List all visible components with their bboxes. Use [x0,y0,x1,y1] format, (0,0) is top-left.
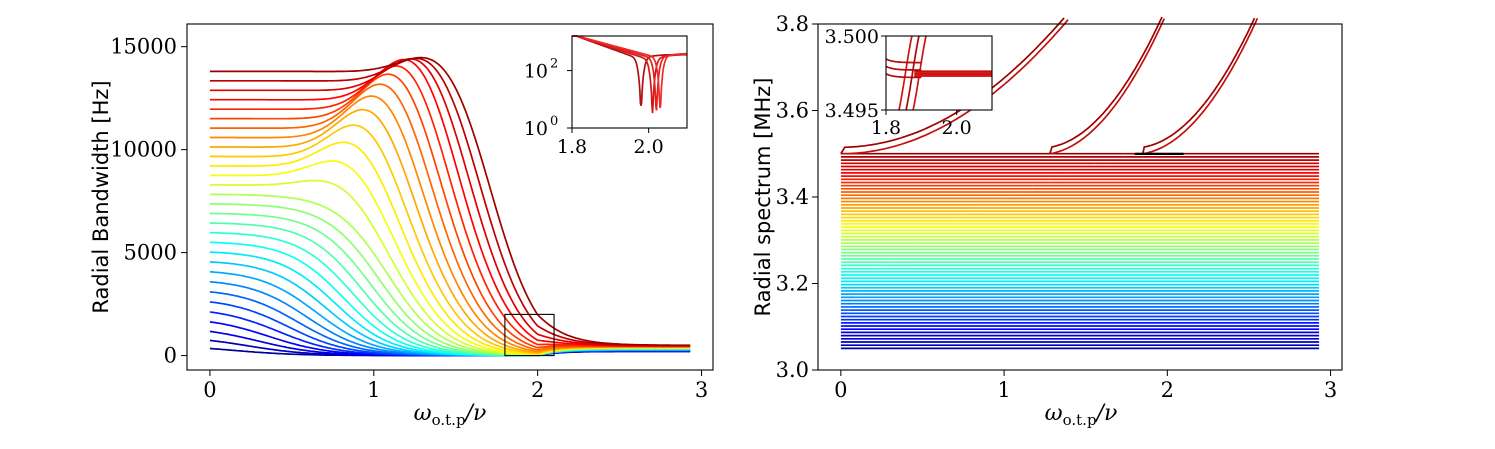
left-xtick-label: 1 [367,378,380,402]
right-rising-branch [1141,17,1256,154]
right-ticks: 0 1 2 3 3.0 3.2 3.4 3.6 3.8 [776,12,1338,402]
left-inset-ytick-exponent: 2 [550,57,558,72]
left-panel: 0 1 2 3 0 5000 10000 15000 Radial Bandwidth [Hz… [89,23,714,429]
left-series-line [209,212,691,357]
left-series-line [209,241,691,357]
right-inset-xtick-label: 1.8 [871,117,901,139]
right-rising-branch [1048,16,1163,154]
right-inset-hook-line [885,72,922,79]
left-inset-series-line [572,35,688,109]
right-ytick-label: 3.0 [776,358,809,382]
right-rising-branch [840,17,1065,155]
left-xlabel: ωo.t.p/ν [414,401,487,429]
right-ytick-label: 3.6 [776,99,809,123]
left-zoom-box [504,313,555,357]
left-ytick-label: 0 [164,344,177,368]
right-inset-vertical-line [912,35,927,111]
left-curves [209,56,691,357]
right-ytick-label: 3.2 [776,272,809,296]
right-rising-branch [840,19,1069,155]
left-xtick-label: 0 [203,378,216,402]
right-inset-hook-line [885,65,922,71]
left-series-line [209,231,691,357]
right-curves [840,16,1320,350]
left-ytick-label: 10000 [110,138,177,162]
left-series-line [209,160,691,356]
left-inset-ytick-label: 10 [524,118,548,140]
right-inset-hook-line [885,58,922,64]
right-inset-xtick-label: 2.0 [942,117,972,139]
left-inset-xtick-label: 2.0 [634,136,664,158]
left-ytick-label: 15000 [110,35,177,59]
right-inset-vertical-line [905,35,920,111]
left-xtick-label: 3 [695,378,708,402]
right-xtick-label: 1 [997,378,1010,402]
right-rising-branch [1049,18,1166,155]
right-inset-vertical-line [898,35,913,111]
left-ytick-label: 5000 [124,241,177,265]
right-inset-ytick-label: 3.495 [825,100,879,122]
right-panel: 0 1 2 3 3.0 3.2 3.4 3.6 3.8 Radial spectrum [MHz… [751,12,1343,429]
right-inset-ytick-label: 3.500 [825,26,879,48]
left-inset-curves [572,35,688,114]
right-inset-ticks: 1.8 2.0 3.495 3.500 [825,26,972,139]
right-ytick-label: 3.4 [776,185,809,209]
left-ticks: 0 1 2 3 0 5000 10000 15000 [110,35,708,402]
right-rising-branch [1142,17,1259,155]
left-series-line [209,56,691,347]
right-inset-curves [885,35,992,111]
left-inset-ytick-exponent: 0 [550,114,558,129]
right-inset: 1.8 2.0 3.495 3.500 [825,26,993,139]
right-inset-frame [885,35,993,111]
left-inset-ytick-label: 10 [524,61,548,83]
right-xtick-label: 3 [1324,378,1337,402]
right-xtick-label: 0 [834,378,847,402]
left-ylabel: Radial Bandwidth [Hz] [89,80,113,313]
right-xtick-label: 2 [1161,378,1174,402]
left-inset-xtick-label: 1.8 [557,136,587,158]
left-axes-frame [186,23,714,371]
left-xtick-label: 2 [531,378,544,402]
right-xlabel: ωo.t.p/ν [1045,401,1118,429]
left-inset-frame [571,35,688,129]
right-ylabel: Radial spectrum [MHz] [751,78,775,317]
right-ytick-label: 3.8 [776,12,809,36]
